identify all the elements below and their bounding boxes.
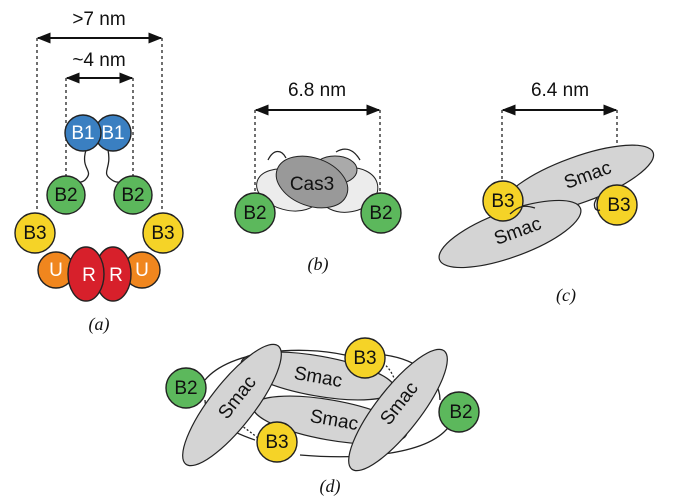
caption: (b) [308, 254, 329, 275]
panel-a: >7 nm ~4 nm B1 B1 B2 B2 U U B3 B3 R R (a… [15, 9, 183, 335]
figure: >7 nm ~4 nm B1 B1 B2 B2 U U B3 B3 R R (a… [0, 0, 673, 497]
caption: (d) [320, 476, 341, 497]
domain-label: B3 [491, 191, 514, 212]
domain-label: U [49, 260, 63, 281]
panel-c: 6.4 nm Smac Smac B3 B3 (c) [432, 80, 661, 306]
domain-label: B2 [174, 378, 197, 399]
domain-label: B2 [449, 402, 472, 423]
domain-label: B3 [607, 195, 630, 216]
domain-label: B2 [54, 185, 77, 206]
dimension-label: 6.8 nm [288, 80, 346, 101]
panel-d: Smac Smac Smac Smac B2 B2 B3 B3 (d) [166, 332, 479, 497]
domain-label: B3 [151, 223, 174, 244]
domain-label: B3 [265, 432, 288, 453]
panel-b: 6.8 nm Cas3 B2 B2 (b) [235, 80, 401, 275]
dimension-label: 6.4 nm [531, 80, 589, 101]
domain-label: R [82, 265, 96, 286]
domain-label: B2 [121, 185, 144, 206]
domain-label: B1 [71, 123, 94, 144]
dimension-label: ~4 nm [72, 50, 125, 71]
caption: (a) [89, 314, 110, 335]
domain-label: B2 [369, 203, 392, 224]
domain-label: B3 [23, 223, 46, 244]
domain-label: B2 [243, 203, 266, 224]
domain-label: R [109, 265, 123, 286]
dimension-label: >7 nm [72, 9, 125, 30]
domain-label: Cas3 [290, 174, 334, 195]
domain-label: U [135, 260, 149, 281]
domain-label: B3 [353, 348, 376, 369]
domain-label: B1 [101, 123, 124, 144]
caption: (c) [556, 285, 576, 306]
